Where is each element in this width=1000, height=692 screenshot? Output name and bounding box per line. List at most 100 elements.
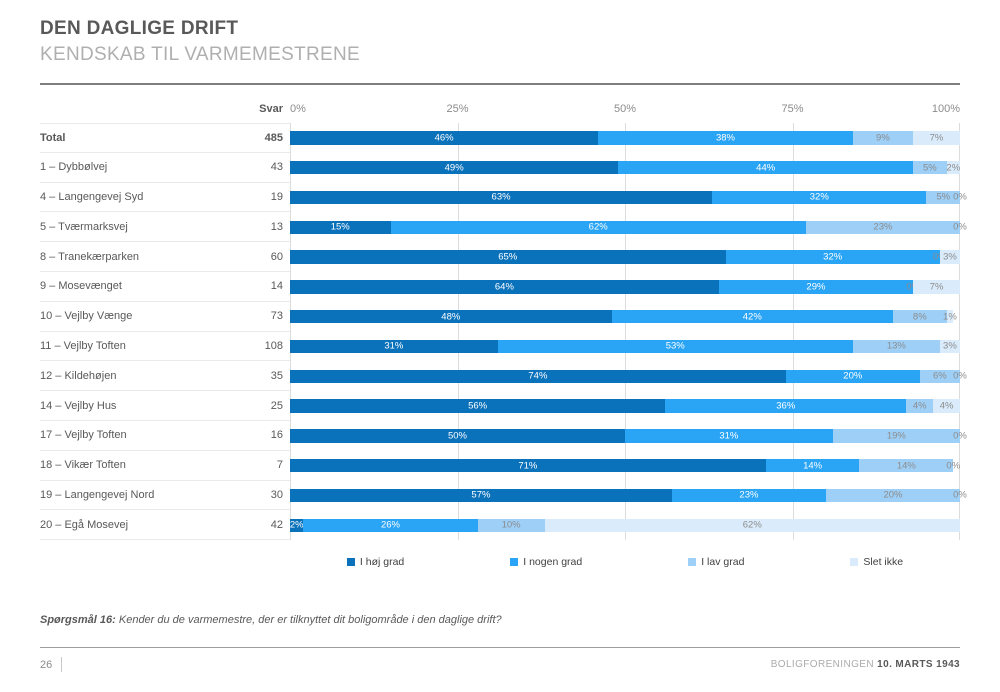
bar-segment: 3%: [939, 250, 960, 264]
row-label: 14 – Vejlby Hus: [40, 399, 117, 412]
row-label: 4 – Langengevej Syd: [40, 190, 144, 203]
table-row: 19 – Langengevej Nord 30 57% 23% 20% 0%: [40, 481, 967, 511]
segment-value-label: 20%: [843, 370, 863, 382]
stacked-bar: 2% 26% 10% 62%: [289, 518, 960, 532]
legend-swatch: [688, 558, 697, 567]
svar-value: 485: [264, 131, 283, 144]
segment-value-label: 49%: [444, 162, 464, 174]
segment-value-label: 5%: [936, 191, 951, 203]
table-row: 20 – Egå Mosevej 42 2% 26% 10% 62%: [40, 510, 960, 541]
page-subtitle: KENDSKAB TIL VARMEMESTRENE: [40, 44, 360, 65]
bar-segment: 20%: [785, 369, 920, 384]
bar-segment: 31%: [290, 339, 498, 354]
segment-value-label: 62%: [742, 519, 762, 531]
footer: 26 BOLIGFORENINGEN 10. MARTS 1943: [40, 648, 960, 673]
bar-segment: 56%: [290, 399, 666, 413]
bar-segment: 2%: [289, 518, 304, 532]
legend-label: Slet ikke: [863, 556, 904, 569]
title-divider: [40, 83, 960, 85]
segment-value-label: 20%: [883, 489, 903, 501]
question-text: Kender du de varmemestre, der er tilknyt…: [115, 614, 502, 627]
row-header: 14 – Vejlby Hus 25: [40, 391, 290, 421]
segment-value-label: 38%: [715, 132, 735, 144]
stacked-bar: 57% 23% 20% 0%: [290, 488, 967, 503]
bar-segment: 48%: [290, 309, 612, 324]
segment-value-label: 57%: [471, 489, 491, 501]
segment-value-label: 2%: [946, 162, 961, 174]
svar-value: 19: [270, 190, 283, 203]
segment-value-label: 7%: [929, 281, 944, 293]
table-row: Total 485 46% 38% 9% 7%: [40, 123, 960, 153]
bar-segment: 71%: [290, 458, 766, 473]
legend-item: Slet ikke: [850, 556, 903, 568]
bar-segment: 8%: [892, 309, 947, 324]
chart-rows: Total 485 46% 38% 9% 7% 1 – Dybbølvej 43 49% 44% 5…: [40, 123, 967, 541]
gridlines: [290, 123, 960, 541]
segment-value-label: 48%: [441, 311, 461, 323]
bar-segment: 20%: [825, 488, 960, 503]
footer-branding: BOLIGFORENINGEN 10. MARTS 1943: [771, 659, 960, 670]
legend-label: I lav grad: [701, 556, 745, 569]
legend-item: I lav grad: [688, 556, 744, 568]
bar-segment: 14%: [765, 458, 860, 473]
segment-value-label: 32%: [809, 191, 829, 203]
segment-value-label: 23%: [739, 489, 759, 501]
row-header: 12 – Kildehøjen 35: [40, 361, 290, 392]
row-label: 20 – Egå Mosevej: [40, 518, 129, 531]
bar-segment: 46%: [290, 131, 599, 145]
row-label: 9 – Mosevænget: [40, 280, 122, 293]
bar-segment: 38%: [598, 131, 853, 145]
row-label: 18 – Vikær Toften: [40, 459, 126, 472]
segment-value-label: 10%: [501, 519, 521, 531]
segment-value-label: 32%: [823, 251, 843, 263]
stacked-bar: 74% 20% 6% 0%: [290, 369, 967, 384]
bar-segment: 23%: [805, 220, 960, 235]
segment-value-label: 56%: [468, 400, 488, 412]
row-header: 11 – Vejlby Toften 108: [40, 332, 290, 362]
stacked-bar: 56% 36% 4% 4%: [290, 399, 960, 413]
chart-axis-header: Svar 0% 25% 50% 75% 100%: [40, 87, 960, 123]
stacked-bar: 49% 44% 5% 2%: [290, 160, 961, 175]
axis-tick: 100%: [931, 103, 960, 115]
svar-value: 108: [264, 339, 283, 352]
table-row: 11 – Vejlby Toften 108 31% 53% 13% 3%: [40, 332, 960, 362]
bar-segment: 44%: [618, 160, 914, 175]
bar-segment: 32%: [712, 190, 927, 205]
row-label: 10 – Vejlby Vænge: [40, 310, 133, 323]
bar-segment: 5%: [926, 190, 960, 205]
row-header: Total 485: [40, 123, 290, 153]
svar-value: 16: [270, 429, 283, 442]
row-header: 8 – Tranekærparken 60: [40, 242, 290, 272]
segment-value-label: 64%: [494, 281, 514, 293]
axis-tick: 25%: [446, 103, 469, 115]
legend-item: I nogen grad: [510, 556, 582, 568]
bar-segment: 4%: [933, 399, 960, 413]
segment-value-label: 50%: [447, 430, 468, 442]
segment-value-label: 71%: [518, 460, 538, 472]
page-number-divider: [61, 657, 63, 673]
bar-segment: 14%: [859, 458, 954, 473]
footer-org-name: BOLIGFORENINGEN: [770, 659, 878, 671]
segment-value-label: 13%: [886, 340, 906, 352]
segment-value-label: 8%: [912, 311, 927, 323]
legend: I høj grad I nogen grad I lav grad Slet ikk…: [290, 556, 960, 568]
segment-value-label: 74%: [528, 370, 548, 382]
segment-value-label: 6%: [933, 370, 947, 382]
bar-segment: 7%: [913, 131, 960, 145]
segment-value-label: 3%: [943, 340, 957, 352]
svar-value: 14: [270, 280, 283, 293]
bar-segment: 50%: [290, 429, 625, 443]
bar-segment: 19%: [832, 429, 960, 443]
segment-value-label: 53%: [665, 340, 685, 352]
segment-value-label: 2%: [289, 519, 304, 531]
legend-label: I høj grad: [359, 556, 405, 569]
axis-tick: 50%: [613, 103, 637, 115]
row-label: Total: [40, 131, 66, 144]
segment-value-label: 23%: [873, 221, 893, 233]
row-header: 4 – Langengevej Syd 19: [40, 183, 290, 213]
bar-segment: 74%: [290, 369, 786, 384]
bar-segment: 57%: [290, 488, 672, 503]
table-row: 14 – Vejlby Hus 25 56% 36% 4% 4%: [40, 391, 960, 421]
svar-value: 73: [270, 310, 283, 323]
